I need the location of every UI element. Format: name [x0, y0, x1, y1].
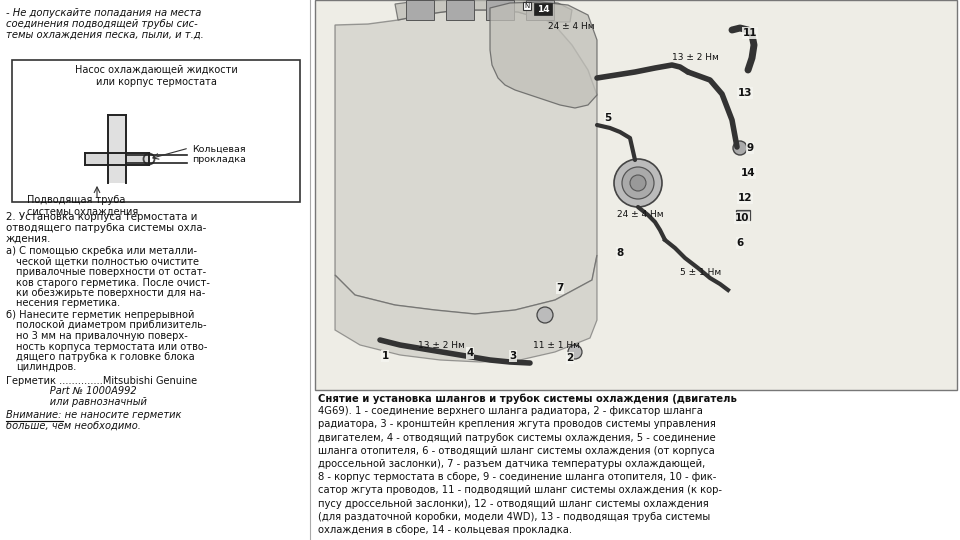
- Polygon shape: [395, 0, 572, 22]
- Text: дроссельной заслонки), 7 - разъем датчика температуры охлаждающей,: дроссельной заслонки), 7 - разъем датчик…: [318, 459, 706, 469]
- Text: б) Нанесите герметик непрерывной: б) Нанесите герметик непрерывной: [6, 310, 194, 320]
- Text: 24 ± 4 Нм: 24 ± 4 Нм: [548, 22, 594, 31]
- Text: 6: 6: [736, 238, 744, 248]
- Text: шланга отопителя, 6 - отводящий шланг системы охлаждения (от корпуса: шланга отопителя, 6 - отводящий шланг си…: [318, 446, 715, 456]
- Text: полоской диаметром приблизитель-: полоской диаметром приблизитель-: [16, 321, 206, 330]
- Text: двигателем, 4 - отводящий патрубок системы охлаждения, 5 - соединение: двигателем, 4 - отводящий патрубок систе…: [318, 433, 716, 443]
- Circle shape: [622, 167, 654, 199]
- Bar: [85, 153, 149, 165]
- Bar: [108, 115, 126, 183]
- Text: ков старого герметика. После очист-: ков старого герметика. После очист-: [16, 278, 210, 287]
- Text: темы охлаждения песка, пыли, и т.д.: темы охлаждения песка, пыли, и т.д.: [6, 30, 204, 40]
- Text: 8: 8: [616, 248, 624, 258]
- Text: 5: 5: [605, 113, 612, 123]
- Text: 10: 10: [734, 213, 749, 223]
- Text: 14: 14: [537, 4, 549, 14]
- Text: а) С помощью скребка или металли-: а) С помощью скребка или металли-: [6, 246, 197, 256]
- Bar: [406, 0, 434, 20]
- Text: 12: 12: [737, 193, 753, 203]
- Text: 4G69). 1 - соединение верхнего шланга радиатора, 2 - фиксатор шланга: 4G69). 1 - соединение верхнего шланга ра…: [318, 406, 703, 416]
- Text: 8 - корпус термостата в сборе, 9 - соединение шланга отопителя, 10 - фик-: 8 - корпус термостата в сборе, 9 - соеди…: [318, 472, 716, 482]
- Circle shape: [568, 345, 582, 359]
- Circle shape: [733, 141, 747, 155]
- Text: 13: 13: [737, 88, 753, 98]
- Text: ность корпуса термостата или отво-: ность корпуса термостата или отво-: [16, 341, 207, 352]
- Text: соединения подводящей трубы сис-: соединения подводящей трубы сис-: [6, 19, 198, 29]
- Text: 3: 3: [510, 351, 516, 361]
- Text: охлаждения в сборе, 14 - кольцевая прокладка.: охлаждения в сборе, 14 - кольцевая прокл…: [318, 525, 572, 535]
- Text: 2: 2: [566, 353, 574, 363]
- Bar: [446, 0, 474, 20]
- Text: Кольцевая
прокладка: Кольцевая прокладка: [192, 145, 246, 164]
- Text: привалочные поверхности от остат-: привалочные поверхности от остат-: [16, 267, 206, 277]
- Text: отводящего патрубка системы охла-: отводящего патрубка системы охла-: [6, 223, 206, 233]
- Text: но 3 мм на привалочную поверх-: но 3 мм на привалочную поверх-: [16, 331, 188, 341]
- Text: (для раздаточной коробки, модели 4WD), 13 - подводящая труба системы: (для раздаточной коробки, модели 4WD), 1…: [318, 512, 710, 522]
- Bar: [486, 0, 514, 20]
- Text: 13 ± 2 Нм: 13 ± 2 Нм: [418, 341, 465, 350]
- Circle shape: [630, 175, 646, 191]
- Text: - Не допускайте попадания на места: - Не допускайте попадания на места: [6, 8, 202, 18]
- Text: несения герметика.: несения герметика.: [16, 299, 120, 308]
- Text: 14: 14: [741, 168, 756, 178]
- Text: Снятие и установка шлангов и трубок системы охлаждения (двигатель: Снятие и установка шлангов и трубок сист…: [318, 393, 737, 403]
- Text: 4: 4: [467, 348, 473, 358]
- Text: радиатора, 3 - кронштейн крепления жгута проводов системы управления: радиатора, 3 - кронштейн крепления жгута…: [318, 420, 716, 429]
- Text: 9: 9: [747, 143, 754, 153]
- Text: N: N: [524, 3, 530, 9]
- Text: пусу дроссельной заслонки), 12 - отводящий шланг системы охлаждения: пусу дроссельной заслонки), 12 - отводящ…: [318, 498, 708, 509]
- Text: или равнозначный: или равнозначный: [6, 397, 147, 407]
- Bar: [736, 210, 750, 220]
- Text: 24 ± 4 Нм: 24 ± 4 Нм: [617, 210, 663, 219]
- Text: 11 ± 1 Нм: 11 ± 1 Нм: [533, 341, 580, 350]
- Text: ждения.: ждения.: [6, 234, 52, 244]
- Polygon shape: [490, 2, 597, 108]
- Text: ки обезжирьте поверхности для на-: ки обезжирьте поверхности для на-: [16, 288, 205, 298]
- Text: Насос охлаждающей жидкости
или корпус термостата: Насос охлаждающей жидкости или корпус те…: [75, 65, 237, 86]
- Text: цилиндров.: цилиндров.: [16, 362, 77, 373]
- Bar: [12, 60, 300, 202]
- Text: больше, чем необходимо.: больше, чем необходимо.: [6, 421, 141, 431]
- Text: Part № 1000A992: Part № 1000A992: [6, 387, 136, 396]
- Text: 5 ± 1 Нм: 5 ± 1 Нм: [680, 268, 721, 277]
- Circle shape: [537, 307, 553, 323]
- Circle shape: [614, 159, 662, 207]
- Text: 1: 1: [381, 351, 389, 361]
- Text: 7: 7: [556, 283, 564, 293]
- Text: дящего патрубка к головке блока: дящего патрубка к головке блока: [16, 352, 195, 362]
- Bar: [534, 3, 552, 15]
- Text: 11: 11: [743, 28, 757, 38]
- Text: Внимание: не наносите герметик: Внимание: не наносите герметик: [6, 410, 181, 421]
- Text: Герметик ..............Mitsubishi Genuine: Герметик ..............Mitsubishi Genuin…: [6, 376, 197, 386]
- Bar: [526, 0, 554, 20]
- Text: 13 ± 2 Нм: 13 ± 2 Нм: [672, 53, 719, 62]
- Text: сатор жгута проводов, 11 - подводящий шланг системы охлаждения (к кор-: сатор жгута проводов, 11 - подводящий шл…: [318, 485, 722, 495]
- Text: Подводящая труба
системы охлаждения: Подводящая труба системы охлаждения: [27, 195, 138, 217]
- Bar: [315, 0, 957, 390]
- Text: ческой щетки полностью очистите: ческой щетки полностью очистите: [16, 256, 199, 267]
- Polygon shape: [335, 255, 597, 362]
- Polygon shape: [335, 10, 597, 314]
- Text: 2. Установка корпуса термостата и: 2. Установка корпуса термостата и: [6, 212, 198, 222]
